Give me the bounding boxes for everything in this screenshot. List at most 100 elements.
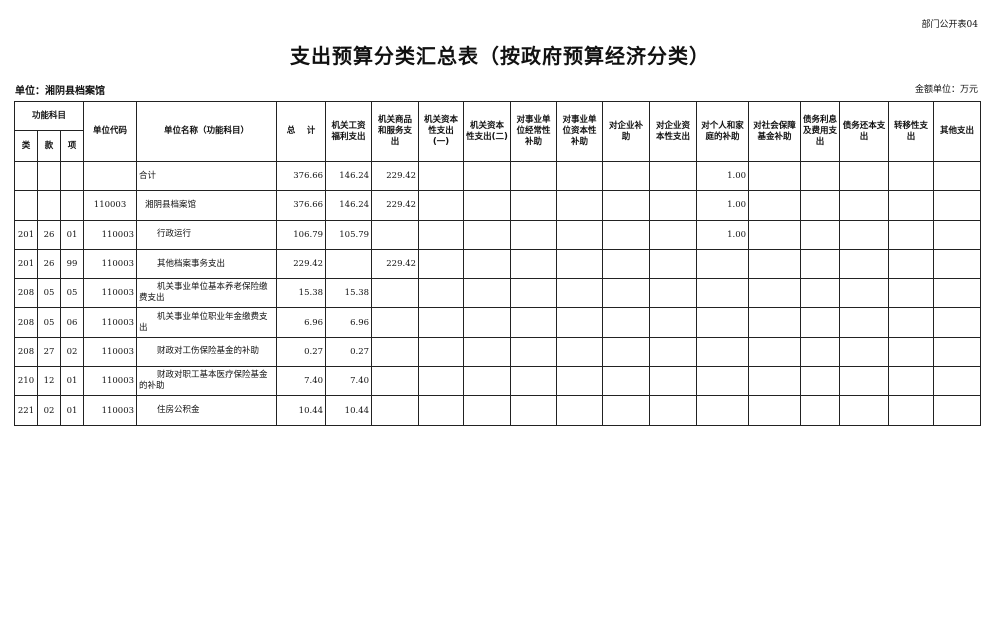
cell-value: 1.00 <box>696 190 750 221</box>
cell-unit-code: 110003 <box>83 395 138 426</box>
cell-total: 15.38 <box>276 278 327 309</box>
header-unit-code: 单位代码 <box>83 101 138 162</box>
cell-value <box>800 190 841 221</box>
cell-value <box>748 366 802 397</box>
cell-value <box>748 190 802 221</box>
header-col: 债务利息及费用支出 <box>800 101 841 162</box>
cell-value <box>933 160 982 192</box>
cell-value <box>933 278 982 309</box>
cell-value <box>888 190 935 221</box>
cell-value <box>463 190 512 221</box>
cell-unit-code: 110003 <box>83 278 138 309</box>
table-row: 208 05 06 110003 机关事业单位职业年金缴费支出 6.96 6.96 <box>14 307 982 338</box>
cell-value <box>602 307 651 338</box>
cell-value <box>371 395 420 426</box>
cell-value <box>418 160 465 192</box>
table-row: 201 26 01 110003 行政运行 106.79 105.79 1.00 <box>14 219 982 250</box>
table-row: 110003 湘阴县档案馆 376.66 146.24 229.42 1.00 <box>14 190 982 221</box>
cell-value <box>649 248 698 280</box>
cell-lei: 208 <box>14 278 38 309</box>
cell-unit-code: 110003 <box>83 219 138 250</box>
cell-total: 229.42 <box>276 248 327 280</box>
cell-value <box>696 278 750 309</box>
cell-value: 146.24 <box>325 160 373 192</box>
cell-kuan <box>37 160 61 192</box>
table-row: 210 12 01 110003 财政对职工基本医疗保险基金的补助 7.40 7.40 <box>14 366 982 397</box>
cell-value <box>839 336 890 368</box>
cell-value <box>649 336 698 368</box>
cell-value <box>933 190 982 221</box>
header-kuan: 款 <box>37 130 61 162</box>
cell-value <box>418 336 465 368</box>
cell-value <box>933 219 982 250</box>
cell-lei: 210 <box>14 366 38 397</box>
header-col: 债务还本支出 <box>839 101 890 162</box>
cell-lei <box>14 160 38 192</box>
cell-value <box>556 160 604 192</box>
cell-unit-name: 财政对工伤保险基金的补助 <box>136 336 278 368</box>
header-col: 机关资本性支出(二) <box>463 101 512 162</box>
cell-value <box>602 190 651 221</box>
table-row: 221 02 01 110003 住房公积金 10.44 10.44 <box>14 395 982 426</box>
cell-value <box>371 307 420 338</box>
header-col: 机关资本性支出(一) <box>418 101 465 162</box>
cell-value <box>602 248 651 280</box>
cell-value <box>418 395 465 426</box>
cell-value <box>556 190 604 221</box>
cell-value <box>602 219 651 250</box>
cell-unit-name: 财政对职工基本医疗保险基金的补助 <box>136 366 278 397</box>
cell-xiang <box>59 160 85 192</box>
cell-value <box>371 278 420 309</box>
cell-value <box>556 395 604 426</box>
table-row: 201 26 99 110003 其他档案事务支出 229.42 229.42 <box>14 248 982 280</box>
cell-value <box>839 366 890 397</box>
cell-value <box>463 160 512 192</box>
header-col: 机关工资福利支出 <box>325 101 373 162</box>
header-col: 转移性支出 <box>888 101 935 162</box>
cell-value <box>649 395 698 426</box>
cell-xiang: 02 <box>59 336 85 368</box>
cell-value <box>325 248 373 280</box>
cell-unit-name: 合计 <box>136 160 278 192</box>
cell-value <box>839 395 890 426</box>
cell-value <box>800 395 841 426</box>
cell-value <box>602 278 651 309</box>
cell-value <box>888 219 935 250</box>
table-row: 208 27 02 110003 财政对工伤保险基金的补助 0.27 0.27 <box>14 336 982 368</box>
cell-value <box>649 160 698 192</box>
cell-value <box>463 248 512 280</box>
cell-lei: 201 <box>14 248 38 280</box>
header-total: 总 计 <box>276 101 327 162</box>
cell-value <box>933 248 982 280</box>
cell-lei: 221 <box>14 395 38 426</box>
cell-value <box>418 307 465 338</box>
cell-value <box>649 278 698 309</box>
header-col: 机关商品和服务支出 <box>371 101 420 162</box>
cell-value: 229.42 <box>371 190 420 221</box>
table-row: 合计 376.66 146.24 229.42 1.00 <box>14 160 982 192</box>
cell-value <box>888 336 935 368</box>
cell-value <box>800 366 841 397</box>
expenditure-table: 功能科目 单位代码 单位名称（功能科目） 总 计 机关工资福利支出 机关商品和服务… <box>13 101 982 426</box>
cell-unit-code: 110003 <box>83 307 138 338</box>
cell-total: 376.66 <box>276 190 327 221</box>
cell-total: 376.66 <box>276 160 327 192</box>
cell-kuan: 27 <box>37 336 61 368</box>
cell-value <box>748 278 802 309</box>
cell-value: 146.24 <box>325 190 373 221</box>
cell-value <box>602 395 651 426</box>
cell-value <box>510 219 558 250</box>
cell-value <box>839 278 890 309</box>
cell-xiang: 05 <box>59 278 85 309</box>
cell-value <box>696 366 750 397</box>
cell-value <box>649 366 698 397</box>
header-col: 对企业资本性支出 <box>649 101 698 162</box>
cell-xiang: 99 <box>59 248 85 280</box>
cell-value: 0.27 <box>325 336 373 368</box>
cell-value: 7.40 <box>325 366 373 397</box>
cell-value <box>418 366 465 397</box>
cell-value: 10.44 <box>325 395 373 426</box>
cell-value <box>602 160 651 192</box>
cell-value <box>696 307 750 338</box>
cell-value <box>463 366 512 397</box>
